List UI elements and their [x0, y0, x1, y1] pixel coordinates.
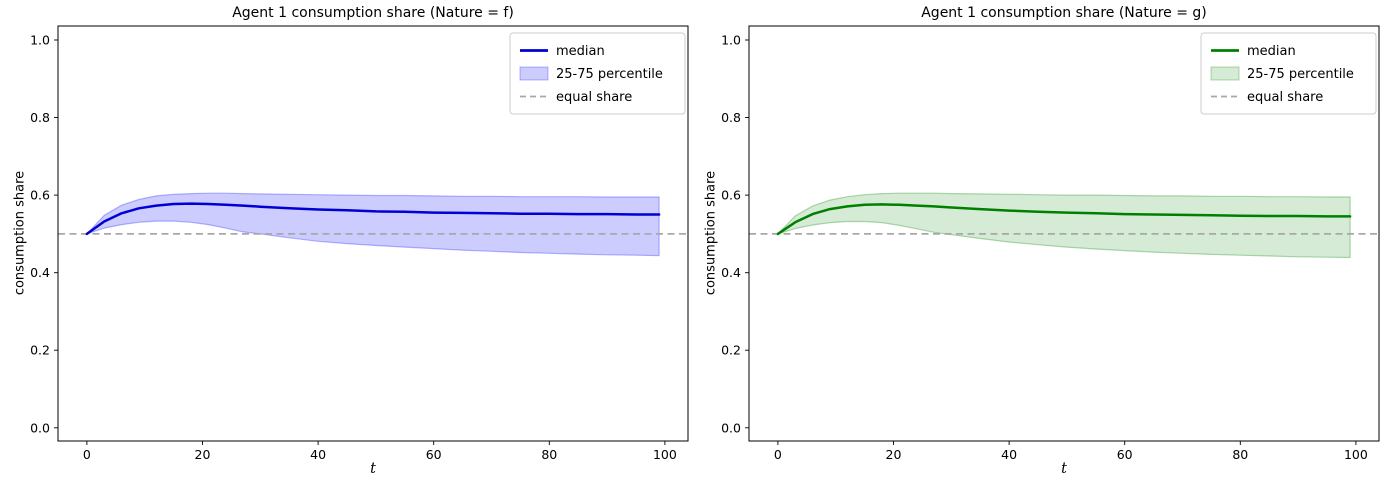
y-tick-label: 0.4	[721, 265, 741, 280]
x-tick-label: 60	[426, 447, 442, 462]
plot-border	[57, 25, 689, 442]
chart-canvas: 0 20 40 60 80 100 0.0 0.2 0.4 0.6 0.8 1.0 median 25-7…	[30, 25, 689, 462]
x-tick-label: 20	[886, 447, 902, 462]
legend: median 25-75 percentile equal share	[509, 32, 686, 115]
legend: median 25-75 percentile equal share	[1200, 32, 1377, 115]
legend-percentile-swatch	[1210, 66, 1240, 81]
legend-label: median	[556, 44, 605, 59]
y-tick-label: 0.0	[30, 420, 50, 435]
y-tick-label: 1.0	[721, 33, 741, 48]
legend-box	[1200, 32, 1377, 115]
x-tick-label: 40	[1001, 447, 1017, 462]
x-tick-label: 100	[653, 447, 677, 462]
x-tick-label: 60	[1117, 447, 1133, 462]
y-tick-label: 1.0	[30, 33, 50, 48]
chart-canvas: 0 20 40 60 80 100 0.0 0.2 0.4 0.6 0.8 1.0 median 25-7…	[721, 25, 1380, 462]
x-tick-label: 0	[83, 447, 91, 462]
y-tick-label: 0.6	[30, 188, 50, 203]
legend-label: equal share	[556, 90, 632, 105]
median-line	[85, 202, 661, 236]
percentile-band	[777, 192, 1351, 259]
plot-border	[748, 25, 1380, 442]
x-tick-label: 80	[1232, 447, 1248, 462]
legend-box	[509, 32, 686, 115]
legend-label: 25-75 percentile	[1247, 67, 1354, 82]
legend-label: equal share	[1247, 90, 1323, 105]
y-tick-label: 0.2	[721, 343, 741, 358]
legend-label: 25-75 percentile	[556, 67, 663, 82]
chart-title: Agent 1 consumption share (Nature = g)	[921, 5, 1207, 21]
x-tick-label: 40	[310, 447, 326, 462]
percentile-band	[86, 192, 660, 257]
y-tick-label: 0.8	[721, 110, 741, 125]
x-axis-label: t	[370, 461, 376, 477]
legend-percentile-swatch	[519, 66, 549, 81]
chart-nature-f: Agent 1 consumption share (Nature = f) c…	[13, 5, 689, 477]
x-axis-label: t	[1061, 461, 1067, 477]
y-tick-label: 0.6	[721, 188, 741, 203]
legend-label: median	[1247, 44, 1296, 59]
chart-nature-g: Agent 1 consumption share (Nature = g) c…	[695, 0, 1390, 490]
y-tick-label: 0.2	[30, 343, 50, 358]
x-tick-label: 80	[541, 447, 557, 462]
chart-title: Agent 1 consumption share (Nature = f)	[232, 5, 514, 21]
y-tick-label: 0.0	[721, 420, 741, 435]
y-tick-label: 0.8	[30, 110, 50, 125]
x-tick-label: 100	[1344, 447, 1368, 462]
x-tick-label: 20	[195, 447, 211, 462]
x-tick-label: 0	[774, 447, 782, 462]
y-tick-label: 0.4	[30, 265, 50, 280]
median-line	[776, 203, 1352, 236]
